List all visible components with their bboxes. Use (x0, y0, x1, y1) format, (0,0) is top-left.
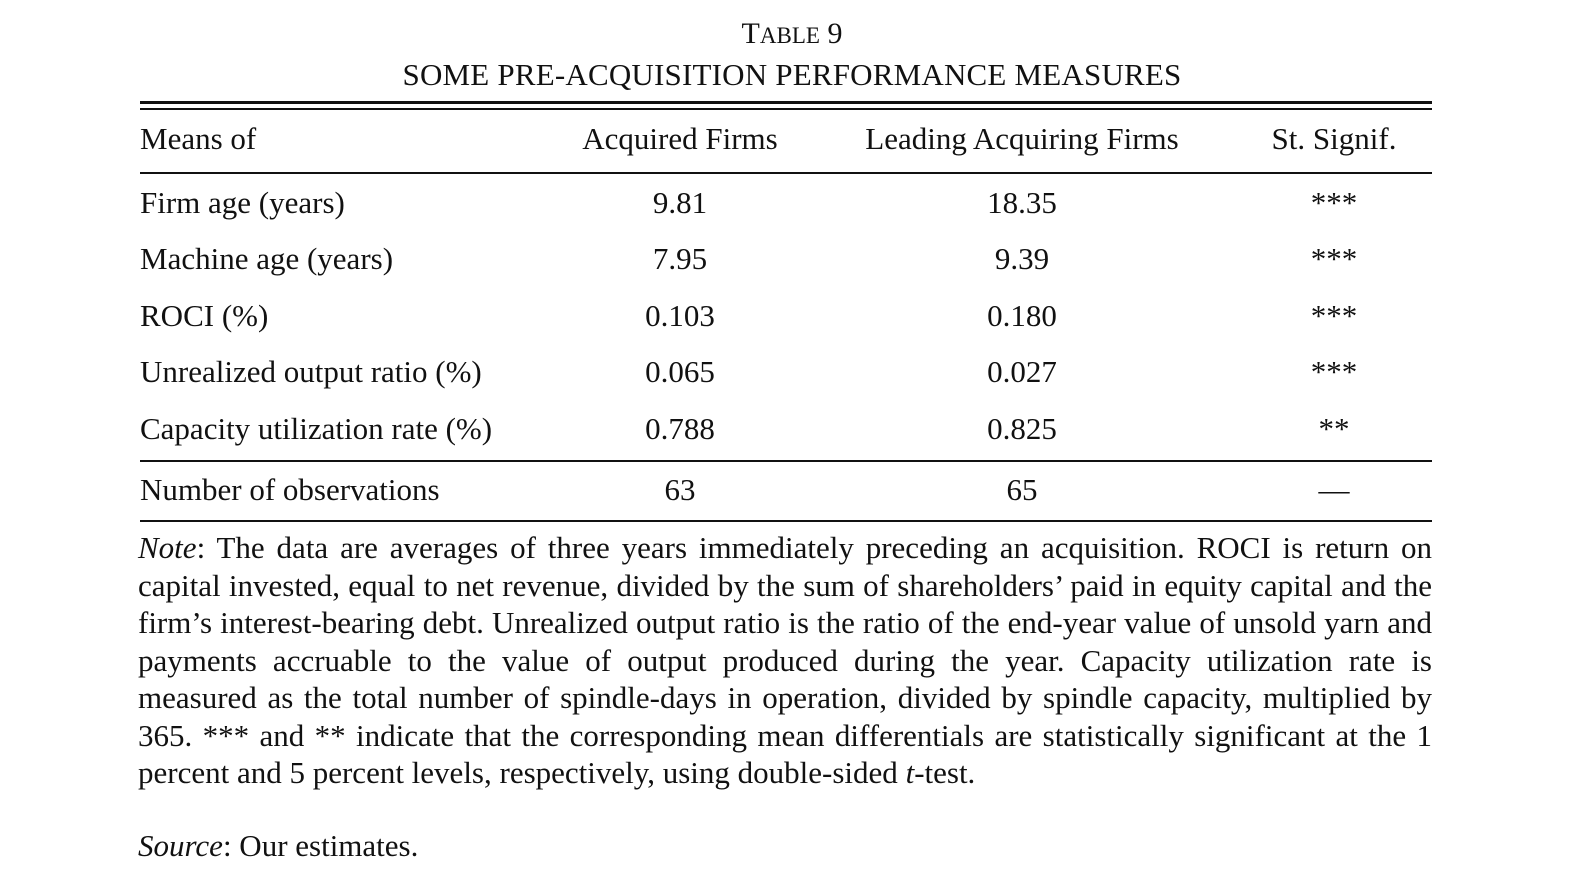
table-row: Capacity utilization rate (%) 0.788 0.82… (140, 409, 1432, 449)
note-label: Note (138, 530, 197, 565)
top-rule-thin (140, 108, 1432, 110)
table-label: Table 9 (0, 16, 1584, 54)
table-title: SOME PRE-ACQUISITION PERFORMANCE MEASURE… (402, 57, 1182, 92)
header-means-of: Means of (140, 121, 257, 156)
note-t-rest: -test. (914, 755, 976, 790)
table-label-rest: able (759, 23, 820, 48)
bottom-rule (140, 520, 1432, 522)
note-text: : The data are averages of three years i… (138, 530, 1432, 790)
table-label-number: 9 (827, 17, 843, 50)
table-row: Machine age (years) 7.95 9.39 *** (140, 239, 1432, 279)
observations-rule (140, 460, 1432, 462)
observations-row: Number of observations 63 65 — (140, 470, 1432, 510)
row-label: ROCI (%) (140, 298, 269, 333)
table-note: Note: The data are averages of three yea… (138, 529, 1432, 792)
table-row: Firm age (years) 9.81 18.35 *** (140, 183, 1432, 223)
table-header-row: Means of Acquired Firms Leading Acquirin… (140, 119, 1432, 159)
row-label: Capacity utilization rate (%) (140, 411, 493, 446)
note-t-italic: t (905, 755, 915, 790)
table-row: Unrealized output ratio (%) 0.065 0.027 … (140, 352, 1432, 392)
top-rule-thick (140, 101, 1432, 104)
source-label: Source (138, 828, 223, 863)
row-label: Unrealized output ratio (%) (140, 354, 482, 389)
source-text: : Our estimates. (222, 828, 419, 863)
row-label: Machine age (years) (140, 241, 394, 276)
observations-label: Number of observations (140, 472, 440, 507)
table-label-initial: T (741, 17, 760, 50)
table-source: Source: Our estimates. (138, 827, 418, 865)
table-row: ROCI (%) 0.103 0.180 *** (140, 296, 1432, 336)
row-label: Firm age (years) (140, 185, 345, 220)
header-rule (140, 172, 1432, 174)
